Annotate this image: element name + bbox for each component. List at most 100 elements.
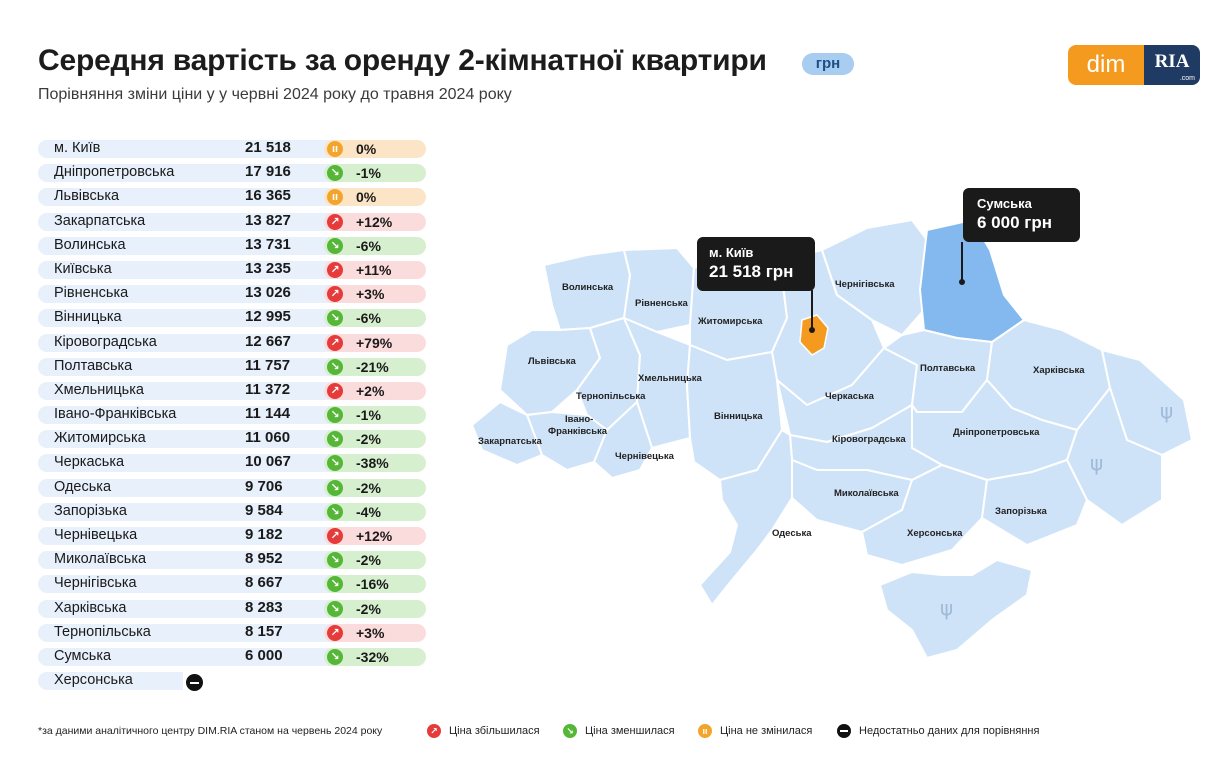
change-badge: ↘ -2% [324,599,426,618]
region-change: -21% [356,358,389,375]
row-name-background [38,406,368,425]
map-label-chernivtsi: Чернівецька [615,451,675,462]
region-change: -6% [356,310,381,327]
change-badge: ↗ +3% [324,623,426,642]
map-label-dnipro: Дніпропетровська [953,427,1040,438]
legend-nodata-label: Недостатньо даних для порівняння [859,725,1040,737]
region-name: Львівська [54,188,120,205]
arrow-up-icon: ↗ [327,624,343,641]
callout-kyiv: м. Київ 21 518 грн [697,237,815,291]
region-name: Закарпатська [54,212,146,229]
table-row: Кіровоградська 12 667 ↗ +79% [38,332,430,356]
region-price: 13 026 [245,284,291,302]
region-price: 8 952 [245,550,283,568]
region-name: Полтавська [54,357,133,374]
page-subtitle: Порівняння зміни ціни у у червні 2024 ро… [38,86,512,103]
map-label-vinnytsia: Вінницька [714,411,763,422]
region-name: Київська [54,260,112,277]
row-name-background [38,188,368,207]
row-name-background [38,575,368,594]
region-change: -38% [356,455,389,472]
callout-sumy-dot [959,279,965,285]
trident-icon-donetsk: ψ [1090,451,1103,475]
minus-icon [837,724,851,738]
change-badge: ↗ +79% [324,333,426,352]
table-row: Харківська 8 283 ↘ -2% [38,598,430,622]
arrow-down-icon: ↘ [327,576,343,593]
region-change: -2% [356,431,381,448]
row-name-background [38,333,368,352]
region-name: Черкаська [54,454,125,471]
row-name-background [38,140,368,158]
row-name-background [38,502,368,521]
table-row: Тернопільська 8 157 ↗ +3% [38,622,430,646]
map-region-odesa [699,429,793,606]
map-label-kharkiv: Харківська [1033,365,1085,376]
arrow-up-icon: ↗ [327,261,343,278]
region-change: +2% [356,382,385,399]
region-change: 0% [356,189,377,206]
row-name-background [38,551,368,570]
map-label-zhytomyr: Житомирська [697,316,763,327]
map-region-chernivtsi [593,401,653,479]
region-name: Херсонська [54,672,133,689]
logo-ria-suffix: .com [1179,75,1195,82]
row-name-background [38,599,368,618]
arrow-down-icon: ↘ [327,165,343,182]
arrow-up-icon: ↗ [327,528,343,544]
table-row: м. Київ 21 518 ıı 0% [38,138,430,162]
callout-sumy-value: 6 000 грн [977,213,1052,232]
region-price: 8 667 [245,574,283,592]
map-label-ivano-frankivsk-2: Франківська [548,426,608,437]
region-name: Рівненська [54,285,129,302]
region-name: Чернігівська [54,575,137,592]
table-row: Черкаська 10 067 ↘ -38% [38,452,430,476]
logo-ria: RIA .com [1144,45,1200,85]
region-price: 16 365 [245,187,291,205]
pause-icon: ıı [327,189,343,206]
legend-nodata: Недостатньо даних для порівняння [837,724,1039,738]
row-name-background [38,309,368,328]
region-name: Одеська [54,478,112,495]
legend-down: ↘ Ціна зменшилася [563,724,675,738]
table-row: Дніпропетровська 17 916 ↘ -1% [38,162,430,186]
table-row: Полтавська 11 757 ↘ -21% [38,356,430,380]
region-change: +79% [356,334,393,351]
change-badge: ↘ -1% [324,164,426,183]
logo-ria-text: RIA [1154,51,1190,72]
map-region-zakarpattia [472,401,543,466]
region-name: Кіровоградська [54,333,157,350]
map-label-zaporizhzhia: Запорізька [995,506,1048,517]
region-name: Чернівецька [54,527,138,543]
map-region-kyiv-city [799,314,829,356]
change-badge: ıı 0% [324,140,426,158]
trident-icon-luhansk: ψ [1160,399,1173,423]
legend-up: ↗ Ціна збільшилася [427,724,540,738]
region-name: Дніпропетровська [54,164,175,181]
region-price: 12 667 [245,332,291,350]
row-name-background [38,647,368,666]
region-change: +11% [356,261,392,278]
region-price: 9 706 [245,477,283,495]
region-price: 11 060 [245,429,291,447]
region-change: +3% [356,286,385,303]
change-badge: ↘ -2% [324,478,426,497]
change-badge: ↗ +11% [324,260,426,279]
change-badge: ↘ -2% [324,430,426,449]
region-name: Житомирська [54,430,146,447]
table-row: Хмельницька 11 372 ↗ +2% [38,380,430,404]
map-label-chernihiv: Чернігівська [835,279,895,290]
change-badge: ↗ +12% [324,212,426,231]
map-label-volyn: Волинська [562,282,614,293]
table-row: Закарпатська 13 827 ↗ +12% [38,211,430,235]
map-label-kherson: Херсонська [907,528,963,539]
region-price: 13 827 [245,211,291,229]
region-price: 9 182 [245,526,283,543]
change-badge: ↘ -1% [324,406,426,425]
table-row: Запорізька 9 584 ↘ -4% [38,501,430,525]
row-name-background [38,164,368,183]
region-name: Харківська [54,599,127,616]
row-name-background [38,381,368,400]
page-title: Середня вартість за оренду 2-кімнатної к… [38,44,767,77]
dim-ria-logo: dim RIA .com [1068,45,1200,85]
